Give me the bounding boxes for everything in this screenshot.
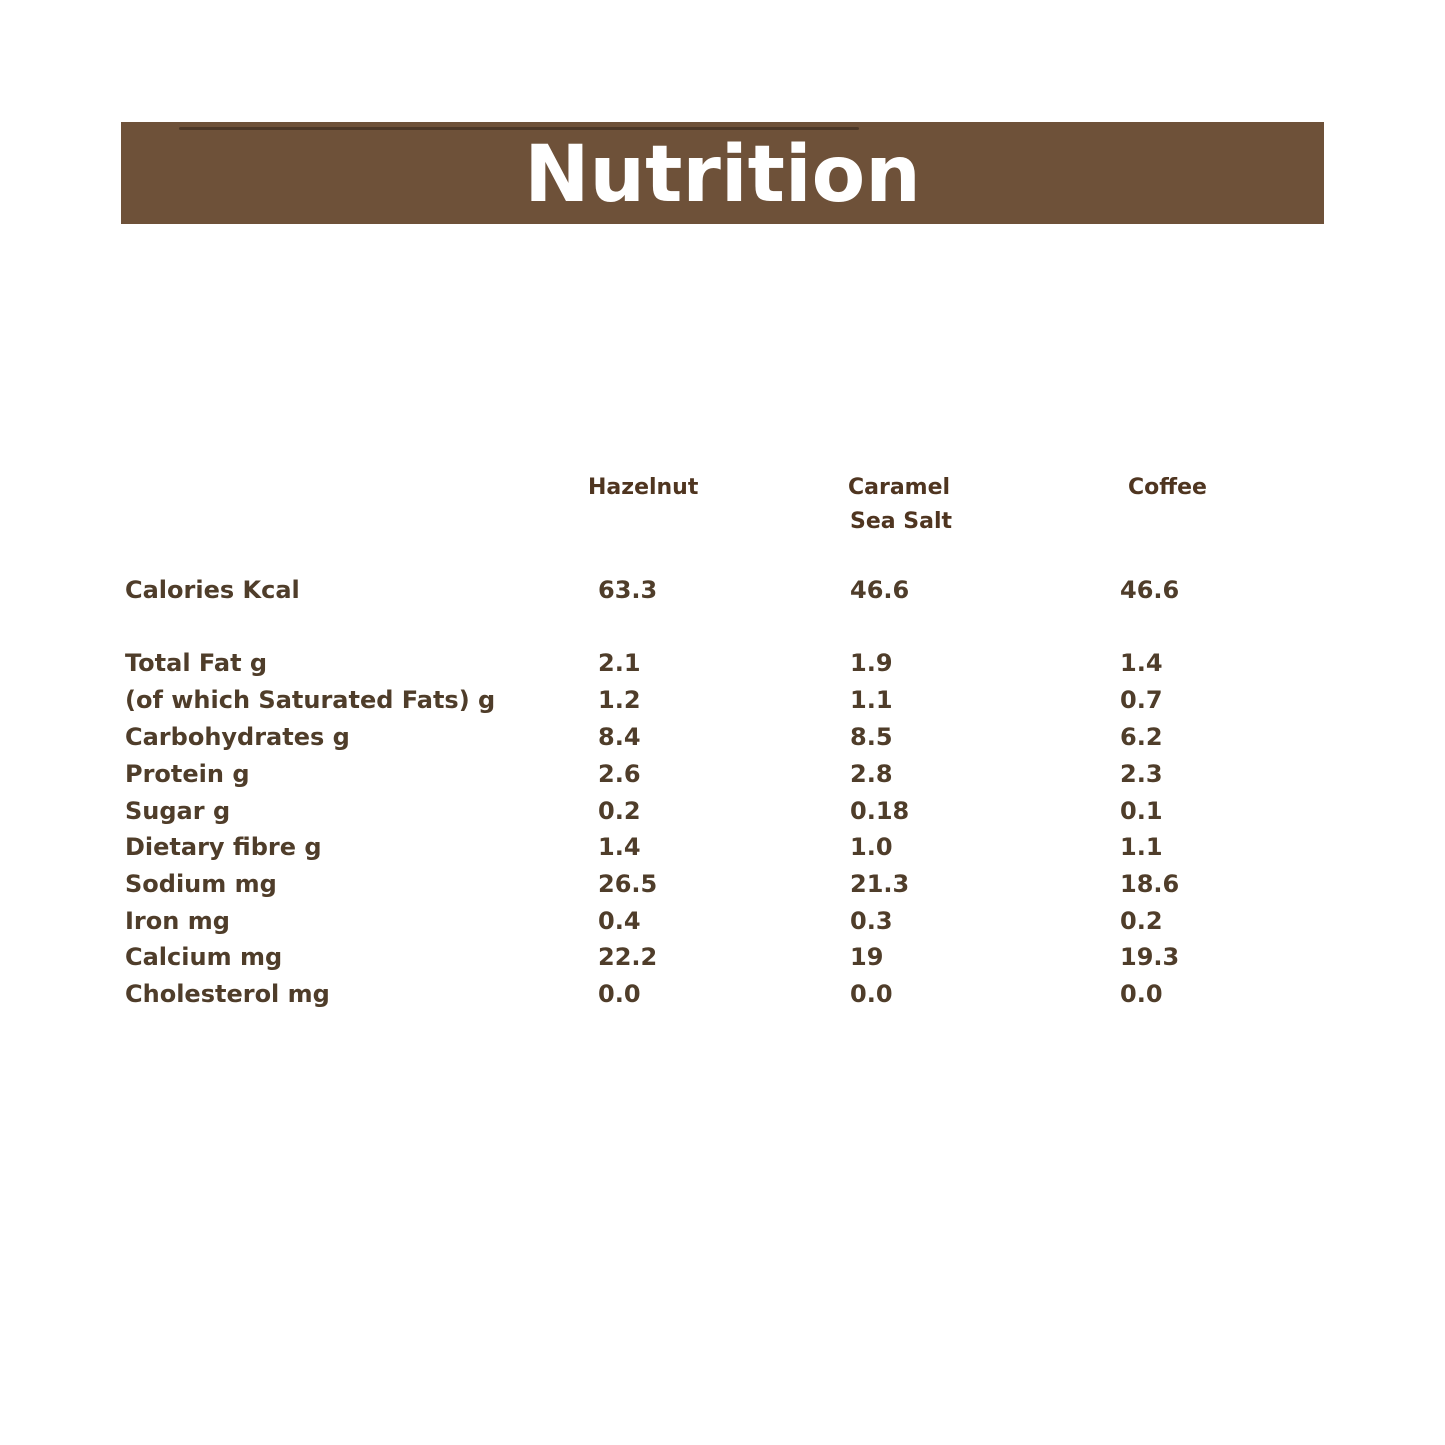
column-header-coffee: Coffee xyxy=(1128,475,1207,500)
cell-cholesterol-coffee: 0.0 xyxy=(1120,980,1163,1008)
cell-sodium-coffee: 18.6 xyxy=(1120,870,1180,898)
row-label-total-fat: Total Fat g xyxy=(125,649,268,677)
cell-total-fat-coffee: 1.4 xyxy=(1120,649,1163,677)
cell-saturated-fats-hazelnut: 1.2 xyxy=(598,686,641,714)
row-label-protein: Protein g xyxy=(125,760,250,788)
cell-saturated-fats-caramel: 1.1 xyxy=(850,686,893,714)
cell-cholesterol-caramel: 0.0 xyxy=(850,980,893,1008)
row-label-iron: Iron mg xyxy=(125,907,230,935)
row-label-sugar: Sugar g xyxy=(125,797,231,825)
banner-accent-line xyxy=(179,127,859,130)
cell-iron-hazelnut: 0.4 xyxy=(598,907,641,935)
cell-calories-coffee: 46.6 xyxy=(1120,576,1180,604)
cell-iron-caramel: 0.3 xyxy=(850,907,893,935)
page-title: Nutrition xyxy=(524,130,921,220)
column-header-hazelnut: Hazelnut xyxy=(588,475,699,500)
column-header-caramel-line2: Sea Salt xyxy=(850,509,953,534)
row-label-calories: Calories Kcal xyxy=(125,576,300,604)
column-header-caramel-line1: Caramel xyxy=(848,475,951,500)
cell-saturated-fats-coffee: 0.7 xyxy=(1120,686,1163,714)
cell-total-fat-caramel: 1.9 xyxy=(850,649,893,677)
row-label-sodium: Sodium mg xyxy=(125,870,277,898)
cell-sugar-coffee: 0.1 xyxy=(1120,797,1163,825)
cell-sodium-caramel: 21.3 xyxy=(850,870,910,898)
cell-dietary-fibre-hazelnut: 1.4 xyxy=(598,833,641,861)
row-label-cholesterol: Cholesterol mg xyxy=(125,980,330,1008)
title-banner: Nutrition xyxy=(121,122,1324,224)
cell-sugar-hazelnut: 0.2 xyxy=(598,797,641,825)
cell-protein-coffee: 2.3 xyxy=(1120,760,1163,788)
cell-calcium-caramel: 19 xyxy=(850,943,884,971)
cell-dietary-fibre-coffee: 1.1 xyxy=(1120,833,1163,861)
cell-calories-hazelnut: 63.3 xyxy=(598,576,658,604)
row-label-saturated-fats: (of which Saturated Fats) g xyxy=(125,686,496,714)
cell-protein-caramel: 2.8 xyxy=(850,760,893,788)
cell-sugar-caramel: 0.18 xyxy=(850,797,910,825)
cell-sodium-hazelnut: 26.5 xyxy=(598,870,658,898)
cell-protein-hazelnut: 2.6 xyxy=(598,760,641,788)
cell-calories-caramel: 46.6 xyxy=(850,576,910,604)
cell-total-fat-hazelnut: 2.1 xyxy=(598,649,641,677)
cell-carbohydrates-caramel: 8.5 xyxy=(850,723,893,751)
cell-cholesterol-hazelnut: 0.0 xyxy=(598,980,641,1008)
cell-dietary-fibre-caramel: 1.0 xyxy=(850,833,893,861)
row-label-calcium: Calcium mg xyxy=(125,943,283,971)
cell-iron-coffee: 0.2 xyxy=(1120,907,1163,935)
cell-calcium-hazelnut: 22.2 xyxy=(598,943,658,971)
row-label-dietary-fibre: Dietary fibre g xyxy=(125,833,322,861)
cell-calcium-coffee: 19.3 xyxy=(1120,943,1180,971)
cell-carbohydrates-hazelnut: 8.4 xyxy=(598,723,641,751)
row-label-carbohydrates: Carbohydrates g xyxy=(125,723,350,751)
cell-carbohydrates-coffee: 6.2 xyxy=(1120,723,1163,751)
